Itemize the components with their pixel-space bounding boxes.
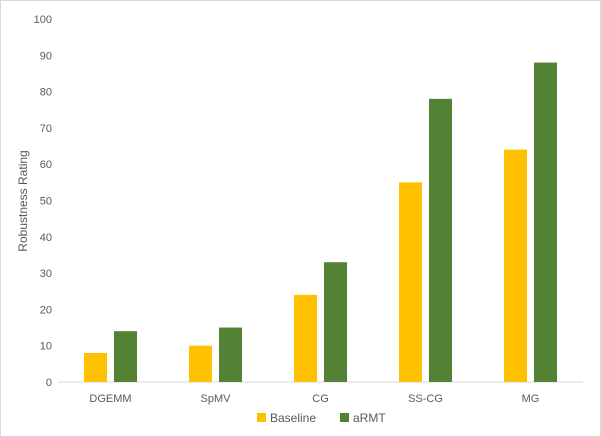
- x-tick-label: MG: [522, 393, 540, 405]
- bar-baseline-ss-cg: [399, 182, 422, 382]
- x-tick-label: SS-CG: [408, 393, 443, 405]
- y-tick-label: 10: [40, 341, 52, 353]
- legend: Baseline aRMT: [257, 411, 386, 425]
- y-tick-label: 80: [40, 87, 52, 99]
- bar-armt-dgemm: [114, 331, 137, 382]
- y-tick-label: 60: [40, 159, 52, 171]
- y-tick-label: 0: [46, 377, 52, 389]
- legend-label-baseline: Baseline: [270, 411, 316, 425]
- x-tick-label: DGEMM: [89, 393, 131, 405]
- bar-armt-cg: [324, 262, 347, 382]
- bar-armt-ss-cg: [429, 98, 452, 383]
- y-tick-label: 50: [40, 196, 52, 208]
- x-tick-label: CG: [312, 393, 329, 405]
- bar-baseline-dgemm: [84, 352, 107, 382]
- y-tick-label: 30: [40, 268, 52, 280]
- x-tick-labels: DGEMM SpMV CG SS-CG MG: [89, 393, 539, 405]
- y-tick-label: 90: [40, 50, 52, 62]
- y-axis-label: Robustness Rating: [16, 150, 30, 251]
- x-tick-label: SpMV: [201, 393, 232, 405]
- y-tick-label: 70: [40, 123, 52, 135]
- y-tick-label: 40: [40, 232, 52, 244]
- bar-baseline-mg: [504, 149, 527, 382]
- bar-baseline-cg: [294, 294, 317, 382]
- y-tick-label: 20: [40, 304, 52, 316]
- y-tick-labels: 0 10 20 30 40 50 60 70 80 90 100: [34, 14, 52, 389]
- legend-label-armt: aRMT: [353, 411, 386, 425]
- legend-swatch-armt: [340, 413, 349, 422]
- bar-armt-spmv: [219, 327, 242, 382]
- legend-swatch-baseline: [257, 413, 266, 422]
- bars: [84, 62, 557, 383]
- bar-baseline-spmv: [189, 345, 212, 382]
- bar-armt-mg: [534, 62, 557, 383]
- y-tick-label: 100: [34, 14, 52, 26]
